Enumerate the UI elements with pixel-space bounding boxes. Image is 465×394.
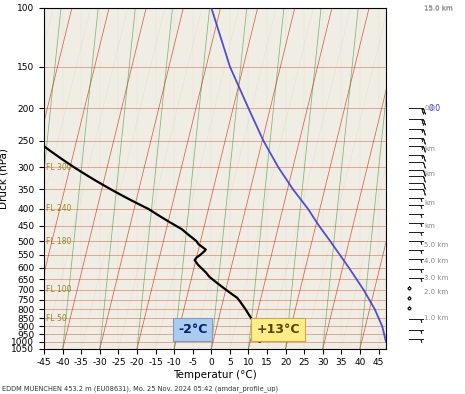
Text: DWD: DWD bbox=[415, 355, 450, 368]
Text: 15.0 km: 15.0 km bbox=[424, 5, 453, 11]
Text: FL 100: FL 100 bbox=[46, 285, 72, 294]
Text: 0.0: 0.0 bbox=[424, 105, 435, 112]
Text: FL 180: FL 180 bbox=[46, 237, 72, 245]
Text: FL 240: FL 240 bbox=[46, 204, 72, 213]
Text: 3.0 km: 3.0 km bbox=[424, 275, 448, 281]
Text: -2°C: -2°C bbox=[178, 323, 207, 336]
Text: 0.0: 0.0 bbox=[429, 104, 441, 113]
X-axis label: Temperatur (°C): Temperatur (°C) bbox=[173, 370, 257, 380]
Text: km: km bbox=[424, 171, 435, 177]
Text: 4.0 km: 4.0 km bbox=[424, 258, 448, 264]
Text: 5.0 km: 5.0 km bbox=[424, 242, 448, 249]
Text: FL 50: FL 50 bbox=[46, 314, 67, 323]
Text: 15.0 km: 15.0 km bbox=[424, 6, 453, 12]
Text: +13°C: +13°C bbox=[257, 323, 300, 336]
Text: 1.0 km: 1.0 km bbox=[424, 315, 448, 321]
Y-axis label: Druck (hPa): Druck (hPa) bbox=[0, 148, 9, 209]
Text: FL 300: FL 300 bbox=[46, 163, 72, 172]
Text: km: km bbox=[424, 223, 435, 229]
Text: 2.0 km: 2.0 km bbox=[424, 289, 448, 295]
Text: km: km bbox=[424, 146, 435, 152]
Text: EDDM MUENCHEN 453.2 m (EU08631), Mo. 25 Nov. 2024 05:42 (amdar_profile_up): EDDM MUENCHEN 453.2 m (EU08631), Mo. 25 … bbox=[2, 385, 279, 392]
Text: km: km bbox=[424, 200, 435, 206]
